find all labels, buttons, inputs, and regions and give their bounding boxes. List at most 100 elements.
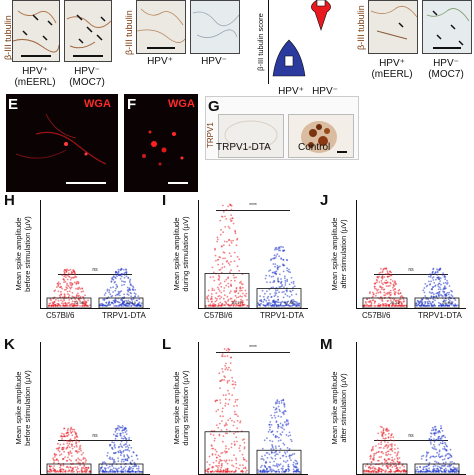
data-point bbox=[66, 278, 69, 281]
data-point bbox=[230, 260, 232, 263]
data-point bbox=[238, 258, 241, 261]
data-point bbox=[221, 216, 224, 218]
data-point bbox=[270, 448, 273, 450]
data-point bbox=[257, 469, 260, 471]
data-point bbox=[226, 295, 229, 298]
data-point bbox=[398, 469, 401, 472]
data-point bbox=[230, 204, 233, 207]
data-point bbox=[386, 466, 389, 468]
data-point bbox=[400, 303, 403, 306]
data-point bbox=[449, 467, 452, 470]
data-point bbox=[230, 219, 233, 222]
data-point bbox=[131, 459, 134, 462]
data-point bbox=[279, 410, 281, 413]
data-point bbox=[431, 291, 434, 294]
data-point bbox=[380, 279, 383, 282]
data-point bbox=[64, 456, 66, 458]
data-point bbox=[217, 263, 220, 266]
data-point bbox=[246, 299, 249, 301]
data-point bbox=[77, 457, 79, 460]
data-point bbox=[241, 283, 244, 286]
data-point bbox=[384, 445, 386, 448]
data-point bbox=[115, 469, 118, 472]
data-point bbox=[228, 470, 230, 472]
data-point bbox=[106, 470, 108, 473]
data-point bbox=[128, 303, 131, 306]
data-point bbox=[270, 424, 273, 426]
data-point bbox=[123, 293, 125, 296]
data-point bbox=[289, 290, 291, 292]
data-point bbox=[209, 276, 212, 279]
data-point bbox=[442, 442, 444, 444]
mean-bar bbox=[98, 297, 144, 308]
data-point bbox=[372, 291, 374, 294]
data-point bbox=[225, 445, 227, 447]
data-point bbox=[109, 458, 112, 460]
data-point bbox=[440, 283, 442, 286]
data-point bbox=[230, 240, 232, 242]
data-point bbox=[130, 284, 133, 287]
data-point bbox=[123, 455, 126, 458]
data-point bbox=[221, 410, 224, 413]
data-point bbox=[372, 465, 375, 468]
data-point bbox=[277, 277, 279, 280]
data-point bbox=[422, 466, 425, 469]
scale-bar bbox=[73, 55, 103, 57]
data-point bbox=[280, 282, 282, 285]
data-point bbox=[243, 446, 246, 448]
data-point bbox=[106, 454, 109, 457]
data-point bbox=[383, 276, 386, 278]
data-point bbox=[442, 290, 444, 293]
data-point bbox=[422, 304, 425, 307]
data-point bbox=[228, 459, 231, 462]
data-point bbox=[230, 208, 233, 211]
significance-line bbox=[58, 274, 132, 275]
data-point bbox=[127, 304, 129, 307]
data-point bbox=[270, 468, 273, 471]
data-point bbox=[278, 291, 280, 294]
scatter-cloud bbox=[46, 425, 144, 474]
data-point bbox=[292, 468, 295, 471]
data-point bbox=[128, 450, 131, 452]
data-point bbox=[82, 303, 84, 305]
data-point bbox=[433, 469, 435, 472]
data-point bbox=[228, 392, 230, 395]
tissue-micrograph bbox=[137, 8, 185, 43]
data-point bbox=[270, 456, 273, 459]
data-point bbox=[216, 297, 218, 300]
data-point bbox=[432, 296, 435, 298]
data-point bbox=[239, 420, 242, 422]
data-point bbox=[439, 431, 441, 434]
data-point bbox=[443, 458, 446, 460]
data-point bbox=[58, 294, 61, 297]
data-point bbox=[286, 267, 288, 270]
data-point bbox=[69, 440, 72, 443]
data-point bbox=[438, 456, 441, 459]
data-point bbox=[78, 458, 81, 461]
data-point bbox=[228, 348, 231, 351]
data-point bbox=[228, 379, 231, 382]
data-point bbox=[379, 296, 382, 298]
data-point bbox=[391, 459, 394, 462]
data-point bbox=[422, 468, 425, 471]
data-point bbox=[363, 305, 366, 307]
data-point bbox=[215, 450, 218, 453]
data-point bbox=[137, 465, 140, 468]
data-point bbox=[280, 278, 282, 280]
significance-label: ns bbox=[92, 267, 98, 273]
data-point bbox=[275, 436, 277, 439]
data-point bbox=[264, 471, 266, 473]
data-point bbox=[74, 436, 76, 439]
data-point bbox=[285, 455, 288, 458]
data-point bbox=[287, 304, 289, 307]
data-point bbox=[399, 466, 401, 469]
data-point bbox=[236, 398, 239, 401]
data-point bbox=[424, 466, 426, 468]
data-point bbox=[129, 461, 132, 464]
data-point bbox=[109, 286, 112, 289]
data-point bbox=[243, 458, 246, 461]
data-point bbox=[224, 304, 226, 307]
data-point bbox=[124, 281, 126, 283]
data-point bbox=[382, 283, 384, 286]
data-point bbox=[109, 293, 112, 296]
